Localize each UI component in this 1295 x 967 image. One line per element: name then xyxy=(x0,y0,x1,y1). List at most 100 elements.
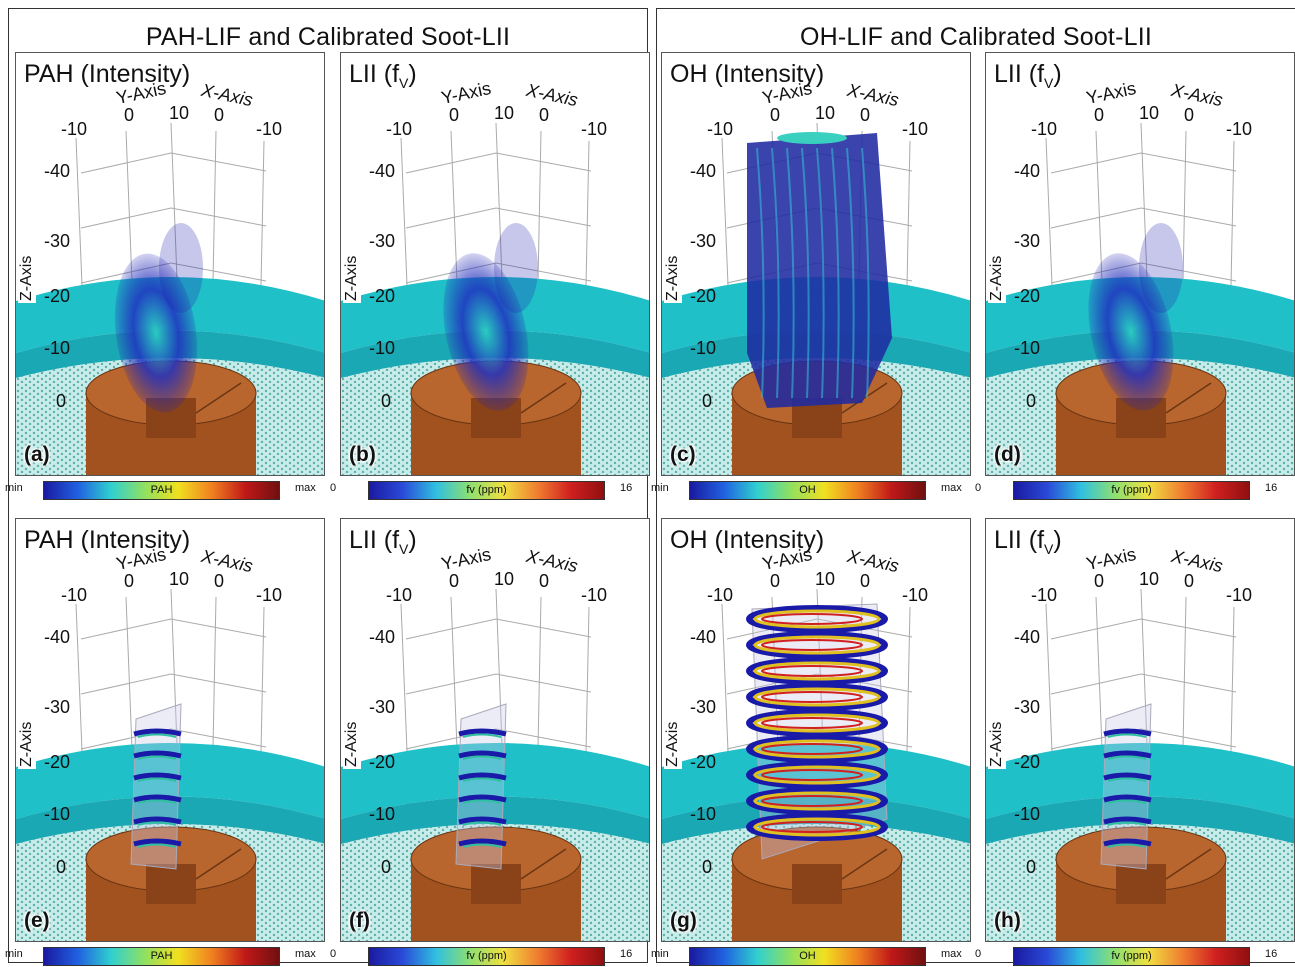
z-tick-label: -10 xyxy=(44,804,71,824)
colorbar: min OH max xyxy=(651,947,976,967)
panel-title: LII (fV) xyxy=(994,60,1062,91)
z-tick-label: -30 xyxy=(44,231,71,251)
panel-title: LII (fV) xyxy=(349,526,417,557)
colorbar-gradient: fv (ppm) xyxy=(1013,947,1250,966)
colorbar-min: min xyxy=(651,482,669,494)
panel-letter: (c) xyxy=(670,443,696,466)
section-title: OH-LIF and Calibrated Soot-LII xyxy=(800,23,1152,51)
colorbar: min PAH max xyxy=(5,947,330,967)
colorbar: 0 fv (ppm) 16 xyxy=(975,481,1295,501)
z-tick-label: -40 xyxy=(690,161,717,181)
panel-title: LII (fV) xyxy=(349,60,417,91)
colorbar-max: max xyxy=(941,482,962,494)
colorbar-min: 0 xyxy=(330,482,337,494)
panel-letter: (a) xyxy=(24,443,50,466)
z-axis-label: Z-Axis xyxy=(664,719,682,769)
xy-tick-label: 10 xyxy=(494,103,515,123)
z-tick-label: 0 xyxy=(381,391,392,411)
colorbar-label: OH xyxy=(799,484,816,496)
panel-title: PAH (Intensity) xyxy=(24,526,191,554)
z-tick-label: 0 xyxy=(702,391,713,411)
colorbar-gradient: OH xyxy=(689,947,926,966)
z-tick-label: -10 xyxy=(1014,804,1041,824)
panel-letter: (d) xyxy=(994,443,1021,466)
colorbar: min OH max xyxy=(651,481,976,501)
panel-title: OH (Intensity) xyxy=(670,526,825,554)
colorbar-min: 0 xyxy=(975,482,982,494)
panel-letter: (g) xyxy=(670,909,697,932)
section-title: PAH-LIF and Calibrated Soot-LII xyxy=(145,23,511,51)
z-tick-label: 0 xyxy=(1026,857,1037,877)
colorbar-max: max xyxy=(941,948,962,960)
z-tick-label: -20 xyxy=(690,752,717,772)
xy-tick-label: -10 xyxy=(386,585,413,605)
z-tick-label: -20 xyxy=(690,286,717,306)
panel-f: LII (fV) Y-Axis X-Axis -10 0 10 0 -10 -40 -30 -20-… xyxy=(340,518,650,942)
z-tick-label: -20 xyxy=(44,752,71,772)
panel-c: OH (Intensity) Y-Axis X-Axis -10 0 10 0 -10 -40-… xyxy=(661,52,971,476)
panel-title: PAH (Intensity) xyxy=(24,60,191,88)
z-tick-label: -40 xyxy=(44,161,71,181)
xy-tick-label: -10 xyxy=(1226,585,1253,605)
z-tick-label: -30 xyxy=(690,231,717,251)
panel-letter: (h) xyxy=(994,909,1021,932)
volume-render-image xyxy=(341,588,649,941)
colorbar-max: max xyxy=(295,482,316,494)
xy-tick-label: 0 xyxy=(1184,105,1195,125)
xy-tick-label: 0 xyxy=(860,105,871,125)
colorbar-label: fv (ppm) xyxy=(1111,950,1152,962)
xy-tick-label: -10 xyxy=(581,119,608,139)
xy-tick-label: 0 xyxy=(770,571,781,591)
xy-tick-label: 0 xyxy=(770,105,781,125)
colorbar: 0 fv (ppm) 16 xyxy=(330,481,655,501)
xy-tick-label: -10 xyxy=(902,119,929,139)
z-tick-label: -40 xyxy=(1014,627,1041,647)
colorbar-label: fv (ppm) xyxy=(466,950,507,962)
xy-tick-label: 0 xyxy=(449,105,460,125)
z-tick-label: -10 xyxy=(690,804,717,824)
z-tick-label: 0 xyxy=(381,857,392,877)
z-tick-label: -30 xyxy=(1014,697,1041,717)
colorbar: 0 fv (ppm) 16 xyxy=(330,947,655,967)
panel-title: OH (Intensity) xyxy=(670,60,825,88)
colorbar-gradient: fv (ppm) xyxy=(1013,481,1250,500)
z-tick-label: -20 xyxy=(369,752,396,772)
colorbar-max: 16 xyxy=(1265,482,1278,494)
z-tick-label: -30 xyxy=(1014,231,1041,251)
colorbar-label: fv (ppm) xyxy=(1111,484,1152,496)
colorbar-max: max xyxy=(295,948,316,960)
xy-tick-label: 0 xyxy=(1094,571,1105,591)
xy-tick-label: 0 xyxy=(1184,571,1195,591)
z-tick-label: -30 xyxy=(690,697,717,717)
z-tick-label: -10 xyxy=(1014,338,1041,358)
colorbar-label: OH xyxy=(799,950,816,962)
colorbar-gradient: fv (ppm) xyxy=(368,947,605,966)
colorbar-gradient: OH xyxy=(689,481,926,500)
xy-tick-label: 0 xyxy=(1094,105,1105,125)
xy-tick-label: 10 xyxy=(815,569,836,589)
colorbar-gradient: fv (ppm) xyxy=(368,481,605,500)
z-axis-label: Z-Axis xyxy=(988,253,1006,303)
panel-letter: (b) xyxy=(349,443,376,466)
colorbar-label: PAH xyxy=(150,950,173,962)
z-tick-label: -30 xyxy=(369,231,396,251)
panel-b: LII (fV) Y-Axis X-Axis -10 0 10 0 -10 -40 -30 -20-… xyxy=(340,52,650,476)
z-axis-label: Z-Axis xyxy=(988,719,1006,769)
colorbar-min: 0 xyxy=(330,948,337,960)
z-tick-label: -40 xyxy=(369,627,396,647)
panel-title: LII (fV) xyxy=(994,526,1062,557)
volume-render-image xyxy=(16,588,324,941)
panel-a: PAH (Intensity) Y-Axis X-Axis -10 0 10 0 -10 -40… xyxy=(15,52,325,476)
xy-tick-label: -10 xyxy=(1031,119,1058,139)
volume-render-image xyxy=(341,122,649,475)
xy-tick-label: 10 xyxy=(1139,103,1160,123)
colorbar-max: 16 xyxy=(1265,948,1278,960)
z-tick-label: -40 xyxy=(690,627,717,647)
volume-render-image xyxy=(986,588,1294,941)
xy-tick-label: -10 xyxy=(902,585,929,605)
xy-tick-label: -10 xyxy=(1031,585,1058,605)
panel-letter: (e) xyxy=(24,909,50,932)
xy-tick-label: -10 xyxy=(581,585,608,605)
xy-tick-label: 10 xyxy=(169,569,190,589)
xy-tick-label: 0 xyxy=(124,105,135,125)
